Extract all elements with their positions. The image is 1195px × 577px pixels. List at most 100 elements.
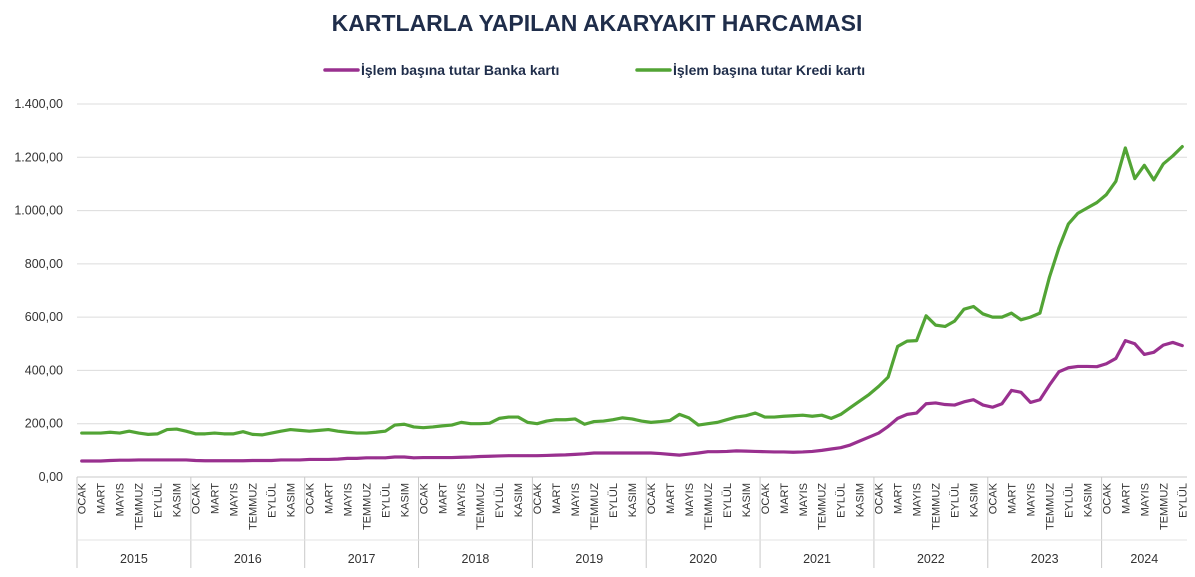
data-point <box>621 416 624 420</box>
data-point <box>1067 222 1070 226</box>
x-tick-label: TEMMUZ <box>1158 483 1170 530</box>
data-point <box>1038 398 1042 402</box>
data-point <box>1057 246 1061 250</box>
data-point <box>403 455 406 459</box>
x-tick-label: MAYIS <box>1025 483 1037 516</box>
data-point <box>478 455 482 458</box>
data-point <box>697 423 700 427</box>
data-point <box>403 422 406 426</box>
x-tick-label: OCAK <box>77 482 89 514</box>
year-label: 2019 <box>575 552 603 566</box>
data-point <box>725 450 729 453</box>
data-point <box>867 393 871 396</box>
x-tick-label: TEMMUZ <box>361 483 373 530</box>
y-tick-label: 600,00 <box>25 310 63 324</box>
data-point <box>89 459 93 463</box>
data-point <box>516 454 520 457</box>
data-point <box>668 453 672 456</box>
data-point <box>308 458 311 461</box>
data-point <box>1048 383 1051 387</box>
data-point <box>640 419 643 423</box>
x-tick-label: EYLÜL <box>494 483 506 518</box>
series-line <box>80 338 1184 463</box>
year-label: 2020 <box>689 552 717 566</box>
x-tick-label: EYLÜL <box>1063 483 1075 518</box>
data-point <box>469 422 473 426</box>
data-point <box>649 421 653 424</box>
data-point <box>1076 365 1080 368</box>
legend: İşlem başına tutar Banka kartı İşlem başı… <box>323 62 865 78</box>
data-point <box>725 418 729 422</box>
data-point <box>384 456 387 460</box>
x-tick-label: EYLÜL <box>836 483 848 518</box>
data-point <box>1143 353 1146 356</box>
data-point <box>592 420 596 423</box>
data-point <box>763 415 767 419</box>
data-point <box>1171 341 1175 344</box>
data-point <box>108 430 112 434</box>
data-point <box>564 453 567 457</box>
data-point <box>829 447 833 451</box>
data-point <box>829 417 833 420</box>
data-point <box>346 457 349 460</box>
data-point <box>877 431 880 435</box>
data-point <box>991 315 994 319</box>
data-point <box>915 411 918 415</box>
data-point <box>924 402 928 406</box>
data-point <box>175 458 178 462</box>
legend-item: İşlem başına tutar Kredi kartı <box>635 62 865 78</box>
data-point <box>630 451 634 455</box>
data-point <box>659 452 662 455</box>
year-label: 2021 <box>803 552 831 566</box>
x-tick-label: MAYIS <box>456 483 468 516</box>
data-point <box>497 454 501 458</box>
data-point <box>393 423 397 427</box>
data-point <box>687 416 691 420</box>
data-point <box>810 414 814 418</box>
data-point <box>127 458 131 462</box>
data-point <box>1133 177 1137 180</box>
data-point <box>716 421 719 424</box>
data-point <box>365 431 368 435</box>
data-point <box>953 319 956 323</box>
data-point <box>327 428 330 431</box>
series-1 <box>80 338 1184 463</box>
x-tick-label: TEMMUZ <box>1044 483 1056 530</box>
data-point <box>706 422 710 426</box>
data-point <box>1105 193 1108 196</box>
data-point <box>346 430 349 434</box>
data-point <box>583 452 586 456</box>
data-point <box>1152 178 1156 182</box>
data-point <box>848 406 852 410</box>
data-point <box>1180 344 1184 347</box>
data-point <box>659 420 662 423</box>
data-point <box>754 411 757 415</box>
data-point <box>962 400 966 404</box>
x-tick-label: EYLÜL <box>950 483 962 518</box>
data-point <box>839 413 843 416</box>
data-point <box>782 450 786 454</box>
data-point <box>488 454 491 458</box>
y-tick-label: 0,00 <box>39 470 63 484</box>
data-point <box>1171 154 1175 158</box>
data-point <box>507 454 510 457</box>
year-label: 2015 <box>120 552 148 566</box>
data-point <box>365 456 368 460</box>
data-point <box>1019 390 1023 394</box>
data-point <box>137 458 140 462</box>
data-point <box>232 432 235 436</box>
data-point <box>678 453 681 457</box>
data-point <box>260 433 264 437</box>
data-point <box>611 451 615 455</box>
data-point <box>564 418 567 422</box>
y-tick-label: 400,00 <box>25 363 63 377</box>
data-point <box>118 458 121 462</box>
x-tick-label: OCAK <box>532 482 544 514</box>
data-point <box>478 422 482 426</box>
data-point <box>99 459 103 463</box>
data-point <box>440 424 444 428</box>
data-point <box>175 427 178 431</box>
data-point <box>194 432 197 436</box>
data-point <box>251 459 254 462</box>
